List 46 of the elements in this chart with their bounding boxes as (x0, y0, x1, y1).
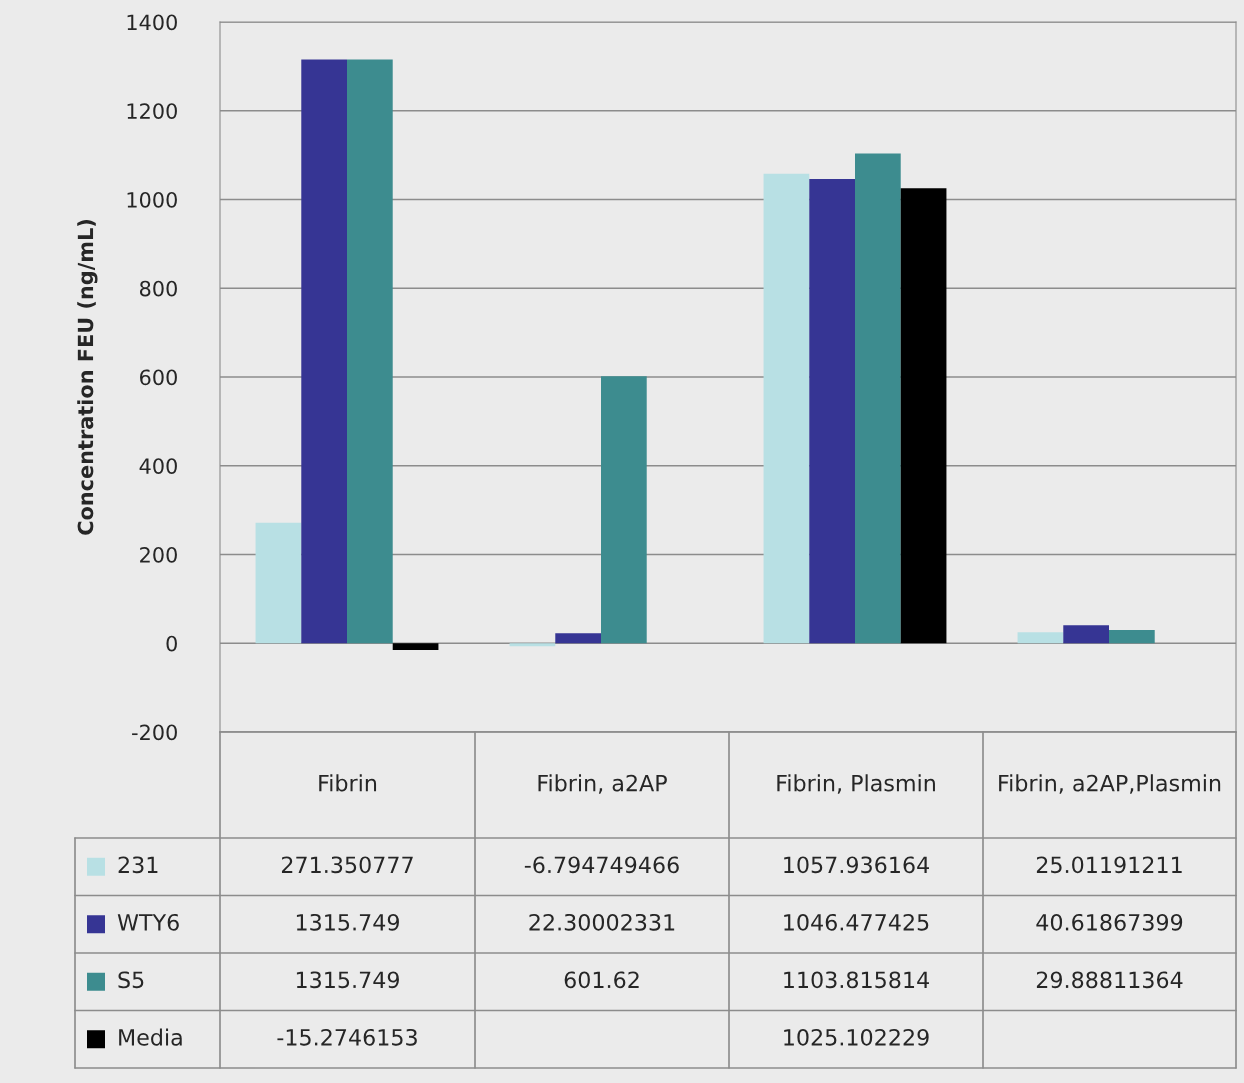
data-label: 271.350777 (281, 856, 413, 874)
bar (347, 59, 393, 644)
y-tick-label: 600 (140, 369, 177, 386)
data-label: 1046.477425 (784, 913, 929, 931)
data-label: -6.794749466 (524, 856, 679, 874)
bar (392, 643, 439, 651)
bar (900, 188, 947, 644)
data-label: 1315.749 (296, 971, 399, 989)
y-tick-label: -200 (132, 724, 177, 741)
bar (855, 153, 901, 644)
bar (301, 59, 347, 644)
data-label: 1103.815814 (784, 971, 929, 989)
bar (1063, 625, 1109, 644)
y-tick-label: 0 (166, 635, 177, 652)
bar (601, 376, 647, 644)
y-tick-label: 800 (139, 280, 177, 297)
bar (509, 643, 556, 647)
legend-label: WTY6 (117, 913, 179, 931)
data-label: 25.01191211 (1036, 856, 1182, 874)
y-tick-label: 400 (139, 458, 177, 474)
data-label: 1057.936164 (784, 856, 929, 874)
legend-label: S5 (118, 971, 144, 989)
y-tick-label: 1400 (127, 14, 177, 31)
data-label: -15.2746153 (277, 1028, 417, 1046)
bar (809, 178, 855, 644)
y-tick-label: 1200 (127, 103, 177, 119)
x-tick-label: Fibrin, a2AP,Plasmin (999, 774, 1221, 794)
legend-label: Media (119, 1028, 182, 1046)
bar (1109, 629, 1155, 644)
data-label: 1025.102229 (784, 1028, 929, 1046)
x-tick-label: Fibrin (319, 774, 377, 792)
y-tick-label: 1000 (127, 191, 177, 208)
legend-label: 231 (118, 856, 158, 874)
x-tick-label: Fibrin, a2AP (538, 774, 667, 794)
bar (763, 173, 810, 644)
data-label: 40.61867399 (1036, 913, 1183, 931)
bar (555, 633, 601, 644)
data-label: 601.62 (564, 971, 639, 989)
y-axis-title: Concentration FEU (ng/mL) (77, 220, 98, 535)
bar (1017, 632, 1064, 644)
bar (255, 522, 302, 644)
data-label: 1315.749 (296, 913, 399, 931)
x-tick-label: Fibrin, Plasmin (777, 774, 935, 794)
data-label: 29.88811364 (1036, 971, 1183, 989)
data-label: 22.30002331 (529, 913, 675, 931)
y-tick-label: 200 (140, 546, 177, 563)
